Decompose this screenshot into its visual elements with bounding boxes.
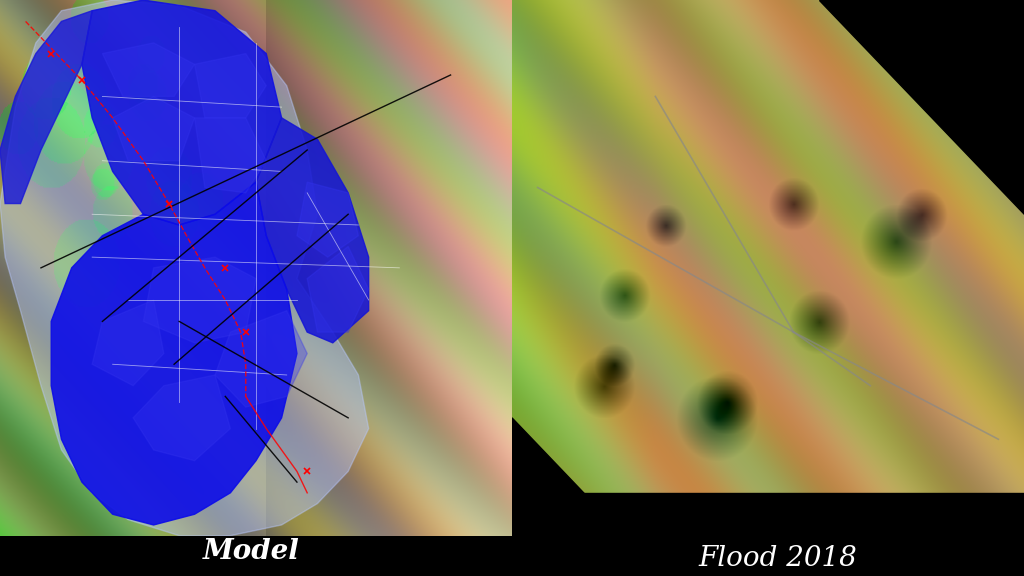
Polygon shape: [0, 0, 369, 536]
Text: 75.102: 75.102: [358, 266, 390, 275]
Polygon shape: [195, 54, 266, 118]
Text: Model: Model: [203, 539, 299, 565]
Polygon shape: [92, 300, 164, 386]
Polygon shape: [133, 375, 230, 461]
Polygon shape: [307, 247, 369, 332]
Polygon shape: [102, 43, 195, 96]
Polygon shape: [51, 182, 297, 525]
Polygon shape: [82, 0, 282, 225]
Text: 452.488: 452.488: [264, 145, 301, 154]
Polygon shape: [256, 118, 369, 343]
Polygon shape: [819, 0, 1024, 214]
Polygon shape: [0, 11, 92, 203]
Polygon shape: [195, 118, 266, 193]
Text: 2432.831: 2432.831: [297, 63, 340, 73]
Polygon shape: [143, 257, 256, 343]
Text: CALIBRATION: CALIBRATION: [806, 37, 1009, 62]
Text: 0.000: 0.000: [15, 358, 41, 367]
Polygon shape: [297, 182, 358, 257]
Text: 1599.508: 1599.508: [8, 324, 51, 333]
Polygon shape: [512, 418, 625, 536]
Polygon shape: [512, 493, 1024, 536]
Text: EBRO: EBRO: [70, 34, 125, 52]
Text: RESILIENCE: RESILIENCE: [60, 55, 128, 66]
Polygon shape: [113, 96, 195, 161]
Text: 26.714: 26.714: [276, 267, 308, 276]
Text: Flood 2018: Flood 2018: [698, 545, 858, 572]
Text: 2376.418: 2376.418: [133, 425, 176, 434]
Text: 2041.651: 2041.651: [440, 440, 483, 449]
Text: 213.484: 213.484: [422, 456, 459, 465]
Polygon shape: [215, 310, 307, 407]
